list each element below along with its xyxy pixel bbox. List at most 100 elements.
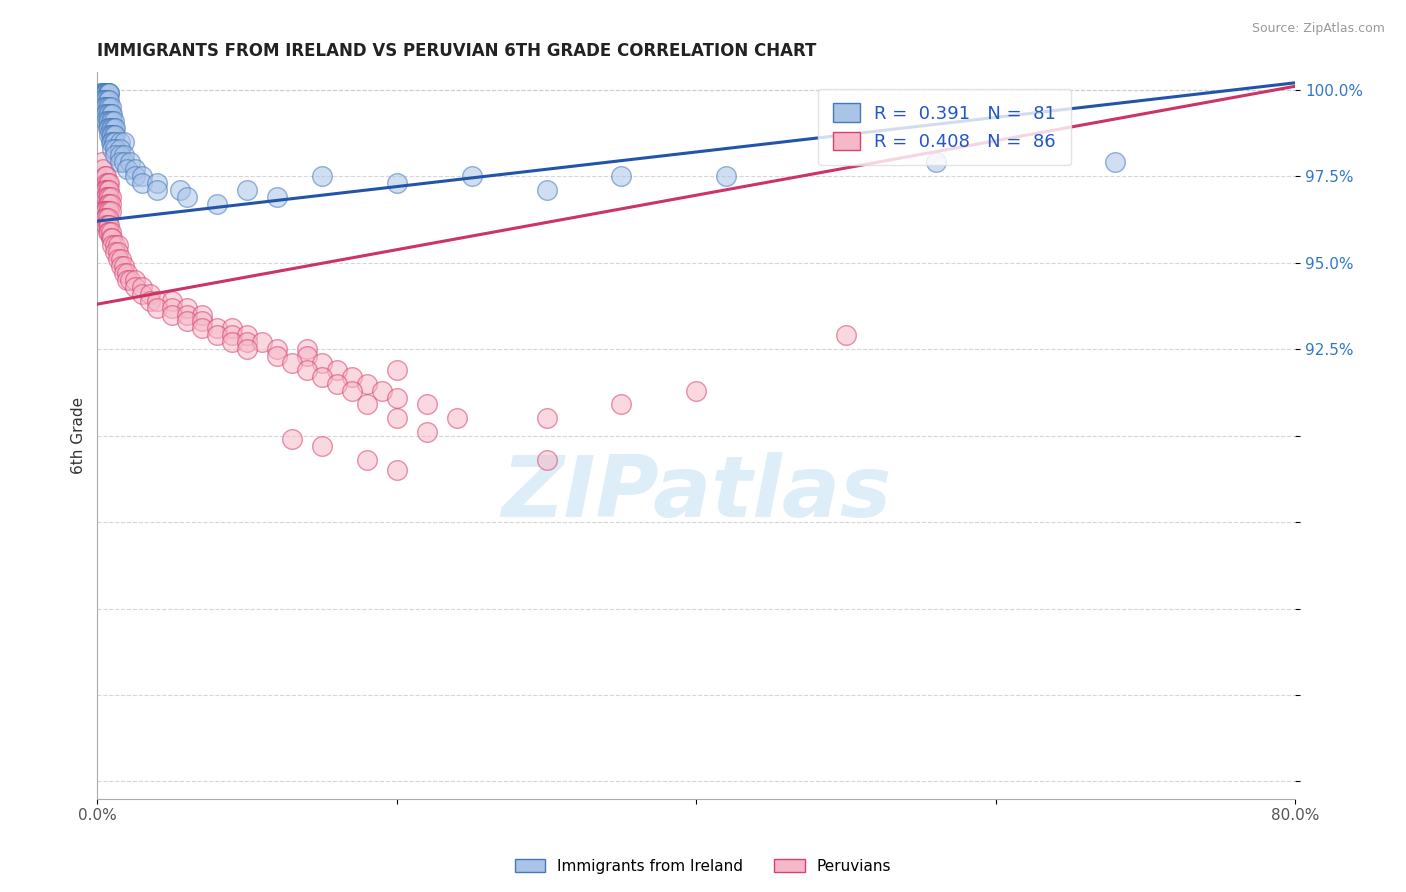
Point — [90, 155, 112, 169]
Point — [205, 328, 228, 343]
Point — [98, 93, 121, 107]
Point — [98, 218, 121, 232]
Point — [96, 113, 118, 128]
Point — [98, 120, 121, 135]
Point — [98, 190, 121, 204]
Point — [96, 169, 118, 184]
Point — [139, 286, 162, 301]
Point — [176, 308, 198, 322]
Point — [120, 273, 142, 287]
Point — [385, 463, 408, 477]
Point — [221, 321, 243, 335]
Point — [96, 218, 118, 232]
Point — [96, 100, 118, 114]
Point — [97, 197, 120, 211]
Point — [169, 183, 191, 197]
Point — [295, 342, 318, 356]
Point — [146, 301, 169, 315]
Point — [91, 162, 114, 177]
Point — [385, 176, 408, 190]
Point — [98, 183, 121, 197]
Point — [107, 245, 129, 260]
Point — [250, 335, 273, 350]
Point — [104, 148, 127, 162]
Point — [90, 86, 112, 100]
Point — [295, 363, 318, 377]
Point — [100, 107, 122, 121]
Point — [311, 169, 333, 184]
Point — [236, 328, 259, 343]
Point — [96, 190, 118, 204]
Point — [100, 113, 122, 128]
Point — [295, 349, 318, 363]
Point — [94, 86, 117, 100]
Point — [104, 128, 127, 142]
Point — [104, 238, 127, 252]
Point — [101, 238, 124, 252]
Point — [416, 425, 439, 439]
Point — [191, 321, 214, 335]
Text: IMMIGRANTS FROM IRELAND VS PERUVIAN 6TH GRADE CORRELATION CHART: IMMIGRANTS FROM IRELAND VS PERUVIAN 6TH … — [97, 42, 817, 60]
Point — [191, 314, 214, 328]
Point — [98, 203, 121, 218]
Point — [371, 384, 394, 398]
Point — [385, 391, 408, 405]
Point — [356, 452, 378, 467]
Point — [97, 86, 120, 100]
Point — [94, 203, 117, 218]
Point — [96, 107, 118, 121]
Point — [100, 197, 122, 211]
Point — [98, 86, 121, 100]
Point — [281, 432, 304, 446]
Point — [107, 238, 129, 252]
Point — [97, 190, 120, 204]
Point — [100, 190, 122, 204]
Point — [117, 266, 139, 280]
Point — [96, 86, 118, 100]
Point — [104, 142, 127, 156]
Point — [97, 107, 120, 121]
Text: ZIPatlas: ZIPatlas — [501, 452, 891, 535]
Point — [124, 169, 146, 184]
Point — [97, 218, 120, 232]
Point — [96, 183, 118, 197]
Point — [146, 293, 169, 308]
Point — [98, 107, 121, 121]
Point — [176, 301, 198, 315]
Point — [101, 120, 124, 135]
Legend: R =  0.391   N =  81, R =  0.408   N =  86: R = 0.391 N = 81, R = 0.408 N = 86 — [818, 88, 1070, 165]
Point — [98, 113, 121, 128]
Point — [96, 203, 118, 218]
Point — [100, 225, 122, 239]
Point — [108, 142, 131, 156]
Point — [97, 93, 120, 107]
Point — [385, 363, 408, 377]
Point — [100, 231, 122, 245]
Y-axis label: 6th Grade: 6th Grade — [72, 397, 86, 475]
Point — [221, 335, 243, 350]
Point — [98, 176, 121, 190]
Point — [97, 203, 120, 218]
Point — [120, 155, 142, 169]
Point — [340, 384, 363, 398]
Point — [191, 308, 214, 322]
Point — [236, 183, 259, 197]
Point — [835, 328, 858, 343]
Point — [100, 203, 122, 218]
Point — [124, 280, 146, 294]
Point — [117, 273, 139, 287]
Point — [101, 231, 124, 245]
Point — [112, 135, 135, 149]
Point — [205, 321, 228, 335]
Point — [103, 120, 125, 135]
Point — [104, 135, 127, 149]
Point — [97, 176, 120, 190]
Point — [460, 169, 482, 184]
Point — [112, 259, 135, 273]
Point — [146, 183, 169, 197]
Point — [176, 314, 198, 328]
Point — [160, 308, 183, 322]
Point — [110, 252, 132, 267]
Point — [103, 135, 125, 149]
Point — [536, 452, 558, 467]
